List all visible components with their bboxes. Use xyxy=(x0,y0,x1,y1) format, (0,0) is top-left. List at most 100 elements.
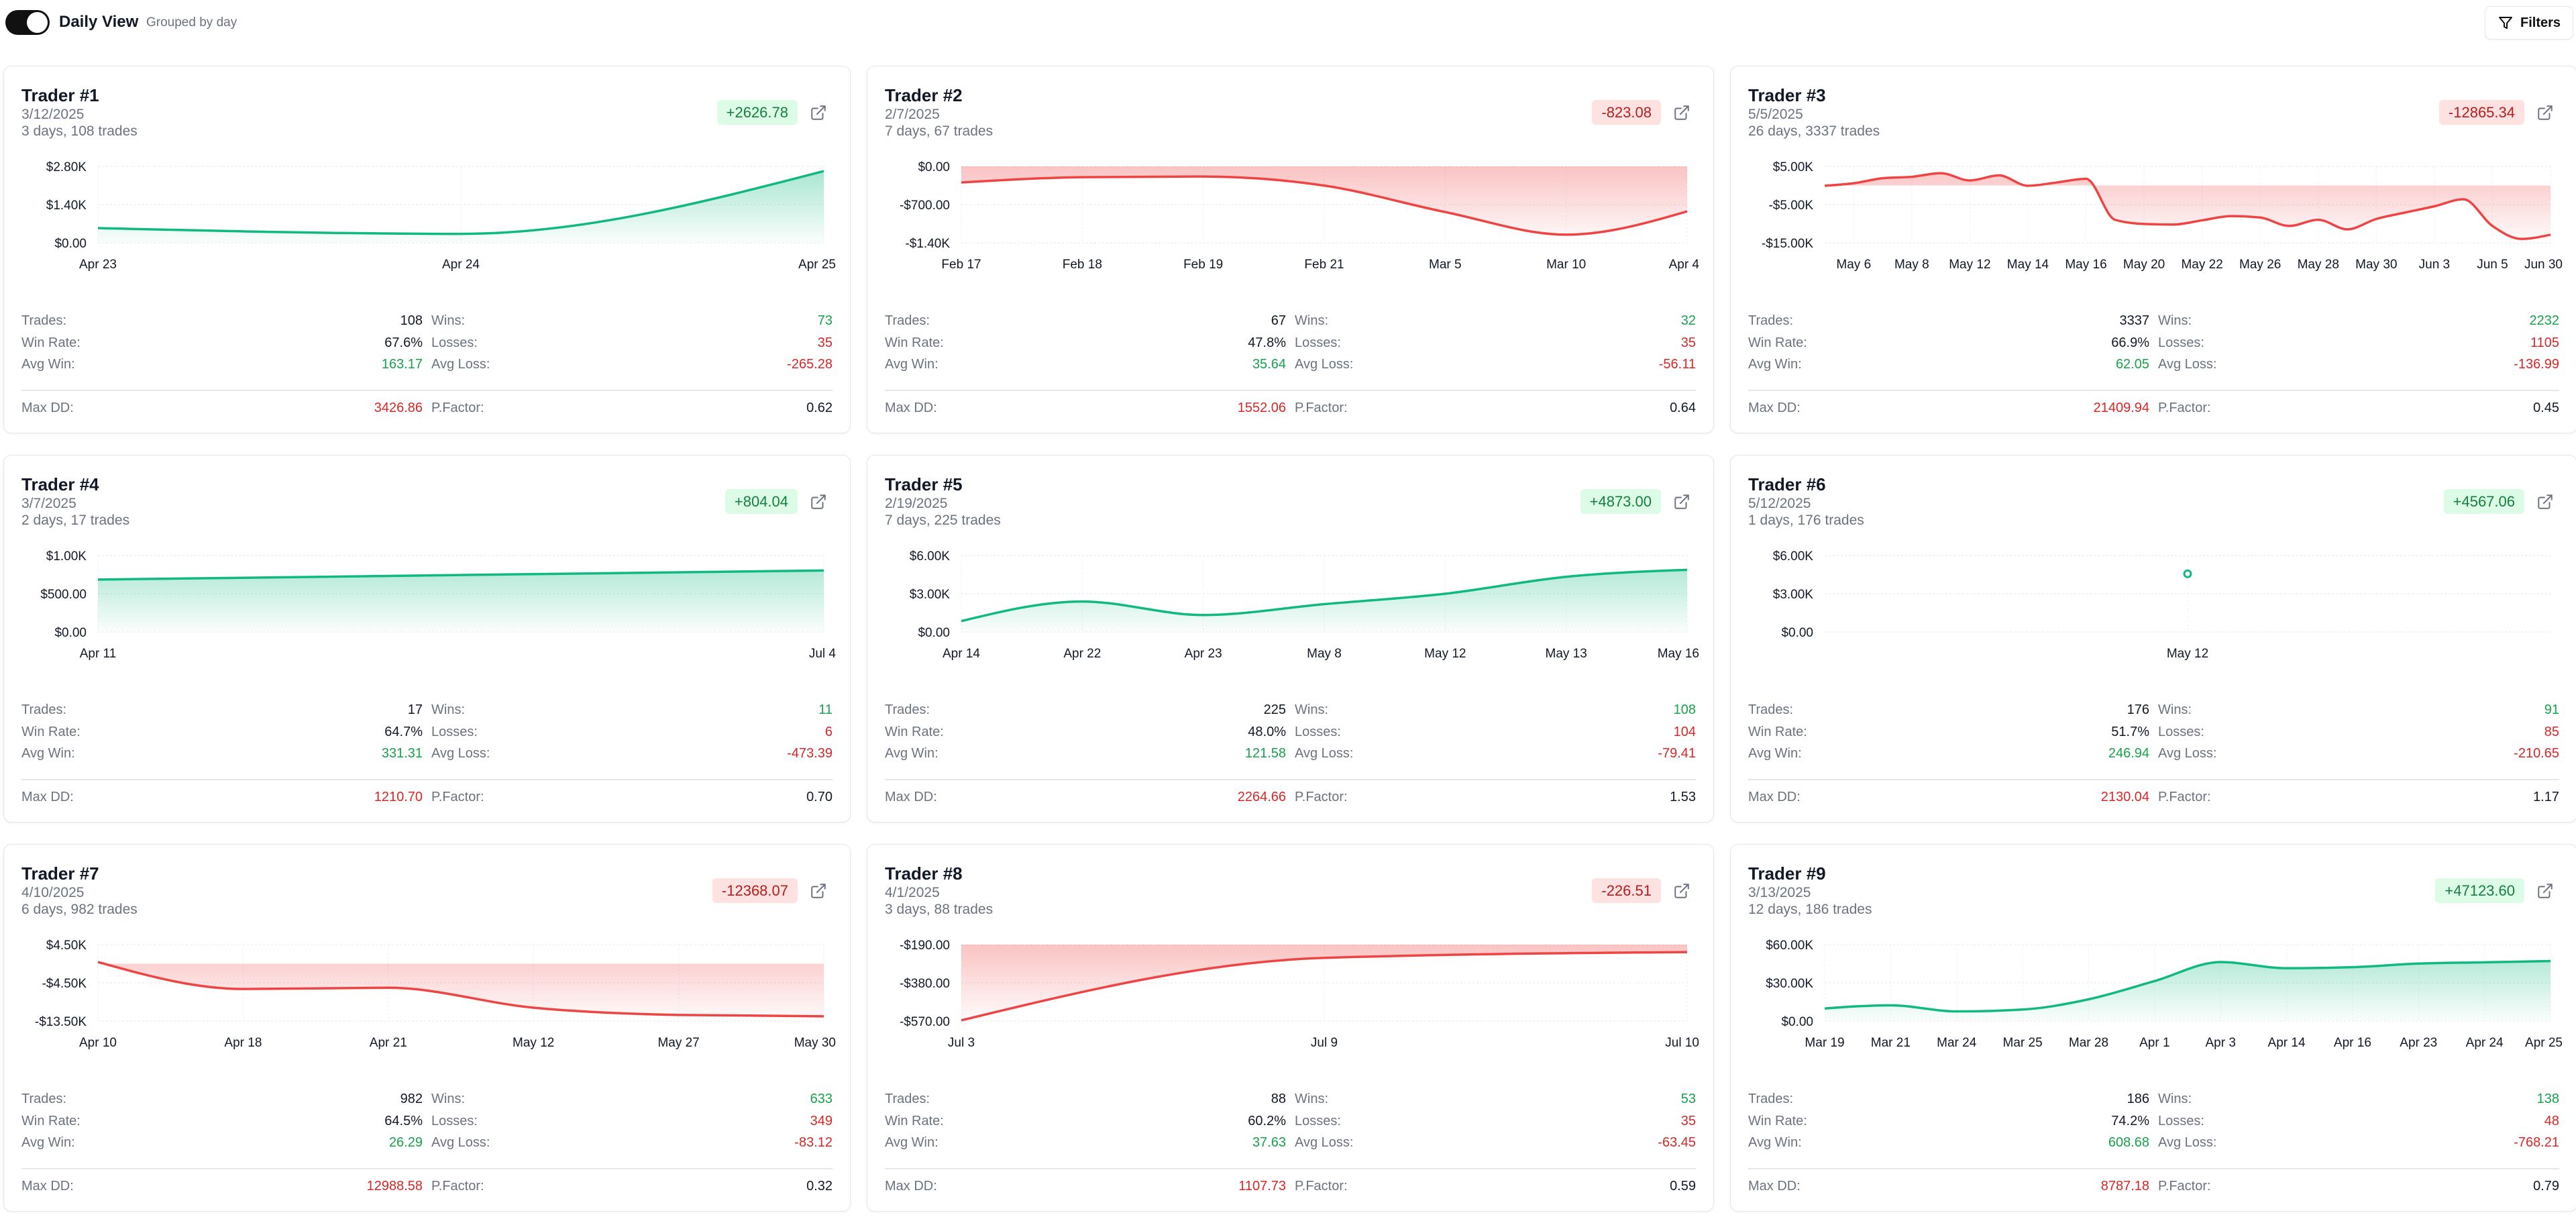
avg-win-label: Avg Win: xyxy=(21,746,75,761)
avg-loss-value: -265.28 xyxy=(787,357,833,372)
equity-area xyxy=(98,570,824,632)
trades-value: 3337 xyxy=(2119,313,2150,328)
wins-value: 32 xyxy=(1680,313,1696,328)
pnl-badge: +804.04 xyxy=(724,489,798,514)
losses-label: Losses: xyxy=(431,724,478,739)
win-rate-value: 74.2% xyxy=(2111,1113,2149,1128)
external-link-icon[interactable] xyxy=(810,104,827,121)
x-tick-label: Apr 1 xyxy=(2139,1036,2169,1050)
pnl-badge: +4567.06 xyxy=(2443,489,2524,514)
toolbar: Daily View Grouped by day Filters xyxy=(0,0,2576,47)
win-rate-label: Win Rate: xyxy=(21,1113,80,1128)
avg-loss-label: Avg Loss: xyxy=(431,357,490,372)
avg-loss-value: -63.45 xyxy=(1658,1135,1696,1150)
external-link-icon[interactable] xyxy=(810,882,827,900)
avg-win-label: Avg Win: xyxy=(885,357,938,372)
external-link-icon[interactable] xyxy=(1673,493,1690,511)
trader-card-8: Trader #8 4/1/2025 3 days, 88 trades -22… xyxy=(867,844,1714,1212)
avg-win-label: Avg Win: xyxy=(21,1135,75,1150)
max-dd-label: Max DD: xyxy=(1748,1179,1801,1194)
p-factor-value: 1.17 xyxy=(2533,790,2559,804)
risk-stats: Max DD: 1552.06 P.Factor: 0.64 xyxy=(885,400,1696,416)
external-link-icon[interactable] xyxy=(2536,104,2554,121)
win-rate-value: 66.9% xyxy=(2111,335,2149,350)
win-rate-label: Win Rate: xyxy=(885,724,944,739)
win-rate-label: Win Rate: xyxy=(1748,724,1807,739)
pnl-badge: -823.08 xyxy=(1592,100,1661,125)
view-subtitle: Grouped by day xyxy=(146,15,237,30)
wins-value: 633 xyxy=(810,1092,833,1106)
trader-date: 4/1/2025 xyxy=(885,885,940,900)
x-tick-label: May 26 xyxy=(2239,258,2281,272)
external-link-icon[interactable] xyxy=(2536,493,2554,511)
x-tick-label: Apr 14 xyxy=(2268,1036,2306,1050)
external-link-icon[interactable] xyxy=(2536,882,2554,900)
p-factor-label: P.Factor: xyxy=(1295,401,1348,415)
stats-grid: Trades: 176 Wins: 91 Win Rate: 51.7% Losses… xyxy=(1748,702,2559,762)
wins-value: 108 xyxy=(1673,702,1696,717)
daily-view-toggle[interactable] xyxy=(5,10,50,35)
trader-date: 5/12/2025 xyxy=(1748,496,1811,511)
trader-date: 3/13/2025 xyxy=(1748,885,1811,900)
x-tick-label: May 22 xyxy=(2181,258,2222,272)
avg-win-label: Avg Win: xyxy=(21,357,75,372)
filters-button[interactable]: Filters xyxy=(2485,6,2573,40)
trader-card-6: Trader #6 5/12/2025 1 days, 176 trades +… xyxy=(1730,455,2576,823)
y-tick-label: $30.00K xyxy=(1766,977,1813,991)
max-dd-value: 1210.70 xyxy=(374,790,423,804)
losses-label: Losses: xyxy=(1295,1113,1341,1128)
p-factor-value: 0.59 xyxy=(1670,1179,1696,1194)
trader-date: 3/7/2025 xyxy=(21,496,76,511)
win-rate-label: Win Rate: xyxy=(885,335,944,350)
trader-summary: 12 days, 186 trades xyxy=(1748,902,1872,917)
avg-loss-label: Avg Loss: xyxy=(1295,1135,1354,1150)
stats-grid: Trades: 225 Wins: 108 Win Rate: 48.0% Losse… xyxy=(885,702,1696,762)
equity-chart: -$15.00K -$5.00K $5.00K May 6 May 8 May 12 May… xyxy=(1762,160,2563,272)
avg-loss-label: Avg Loss: xyxy=(431,746,490,761)
external-link-icon[interactable] xyxy=(1673,882,1690,900)
win-rate-label: Win Rate: xyxy=(21,335,80,350)
stats-grid: Trades: 17 Wins: 11 Win Rate: 64.7% Losses:… xyxy=(21,702,833,762)
y-tick-label: -$4.50K xyxy=(42,977,87,991)
y-tick-label: $5.00K xyxy=(1773,160,1814,174)
win-rate-value: 67.6% xyxy=(384,335,423,350)
losses-value: 35 xyxy=(817,335,833,350)
trades-value: 225 xyxy=(1263,702,1286,717)
avg-loss-label: Avg Loss: xyxy=(431,1135,490,1150)
risk-stats: Max DD: 2264.66 P.Factor: 1.53 xyxy=(885,789,1696,805)
losses-value: 35 xyxy=(1680,1113,1696,1128)
divider xyxy=(885,1168,1696,1169)
external-link-icon[interactable] xyxy=(1673,104,1690,121)
p-factor-value: 0.45 xyxy=(2533,401,2559,415)
p-factor-label: P.Factor: xyxy=(431,1179,484,1194)
trader-name: Trader #9 xyxy=(1748,863,1826,884)
external-link-icon[interactable] xyxy=(810,493,827,511)
equity-chart: -$570.00 -$380.00 -$190.00 Jul 3 Jul 9 Jul 10 xyxy=(900,939,1699,1050)
divider xyxy=(21,390,833,391)
trader-summary: 26 days, 3337 trades xyxy=(1748,123,1880,139)
p-factor-value: 0.32 xyxy=(806,1179,833,1194)
trader-name: Trader #6 xyxy=(1748,474,1826,494)
x-tick-label: May 28 xyxy=(2298,258,2339,272)
wins-label: Wins: xyxy=(1295,1092,1328,1106)
avg-win-value: 26.29 xyxy=(388,1135,423,1150)
x-tick-label: Feb 18 xyxy=(1063,258,1102,272)
y-tick-label: $0.00 xyxy=(54,237,87,251)
x-tick-label: Jul 3 xyxy=(948,1036,975,1050)
y-tick-label: $0.00 xyxy=(918,160,950,174)
x-tick-label: Jul 10 xyxy=(1665,1036,1699,1050)
trades-label: Trades: xyxy=(1748,702,1794,717)
x-tick-label: Apr 4 xyxy=(1669,258,1700,272)
y-tick-label: -$190.00 xyxy=(900,939,950,953)
avg-loss-label: Avg Loss: xyxy=(2158,1135,2217,1150)
trades-label: Trades: xyxy=(21,702,67,717)
losses-label: Losses: xyxy=(431,335,478,350)
equity-chart: -$13.50K -$4.50K $4.50K Apr 10 Apr 18 Apr 21 M… xyxy=(35,939,836,1050)
x-tick-label: May 27 xyxy=(657,1036,699,1050)
losses-label: Losses: xyxy=(2158,335,2204,350)
avg-win-label: Avg Win: xyxy=(885,746,938,761)
p-factor-label: P.Factor: xyxy=(1295,790,1348,804)
avg-loss-value: -473.39 xyxy=(787,746,833,761)
x-tick-label: Jun 5 xyxy=(2477,258,2508,272)
max-dd-label: Max DD: xyxy=(21,790,74,804)
